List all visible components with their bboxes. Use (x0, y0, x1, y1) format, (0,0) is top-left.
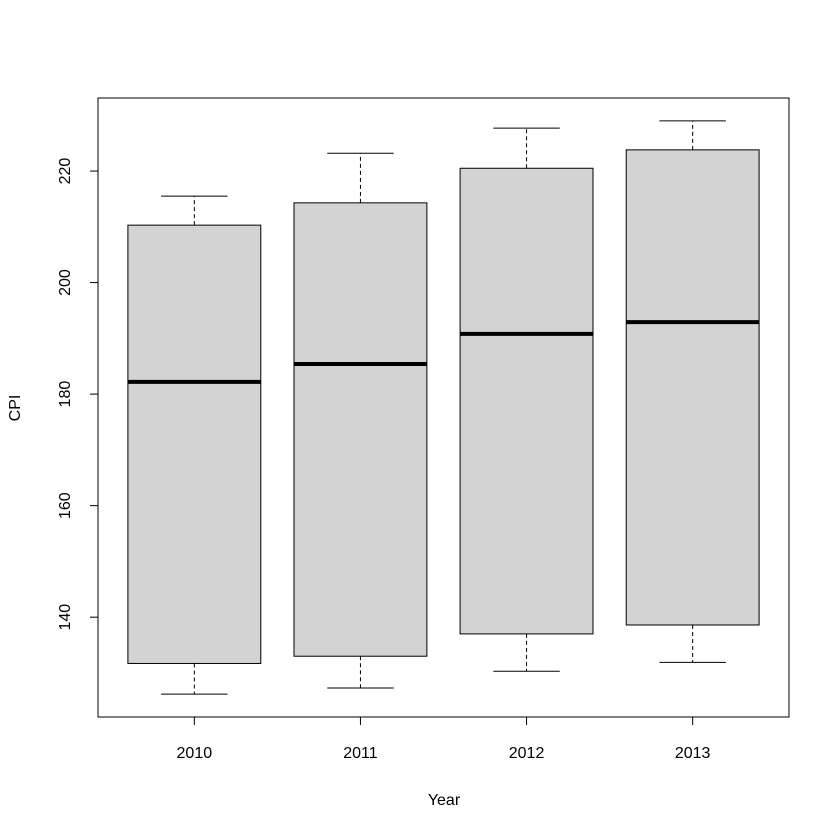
y-axis-label: CPI (7, 395, 24, 422)
box (127, 224, 262, 664)
y-tick-label: 160 (57, 492, 74, 519)
x-tick-label: 2011 (343, 745, 378, 762)
box (459, 167, 594, 635)
y-tick-label: 200 (57, 269, 74, 296)
y-tick-label: 180 (57, 381, 74, 408)
x-axis-label: Year (428, 792, 461, 809)
plot-frame (97, 97, 790, 718)
y-tick-label: 140 (57, 604, 74, 631)
x-tick-label: 2013 (675, 745, 711, 762)
box (625, 149, 760, 626)
box (293, 202, 428, 657)
y-tick-label: 220 (57, 158, 74, 185)
x-tick-label: 2010 (177, 745, 213, 762)
x-tick-label: 2012 (509, 745, 545, 762)
